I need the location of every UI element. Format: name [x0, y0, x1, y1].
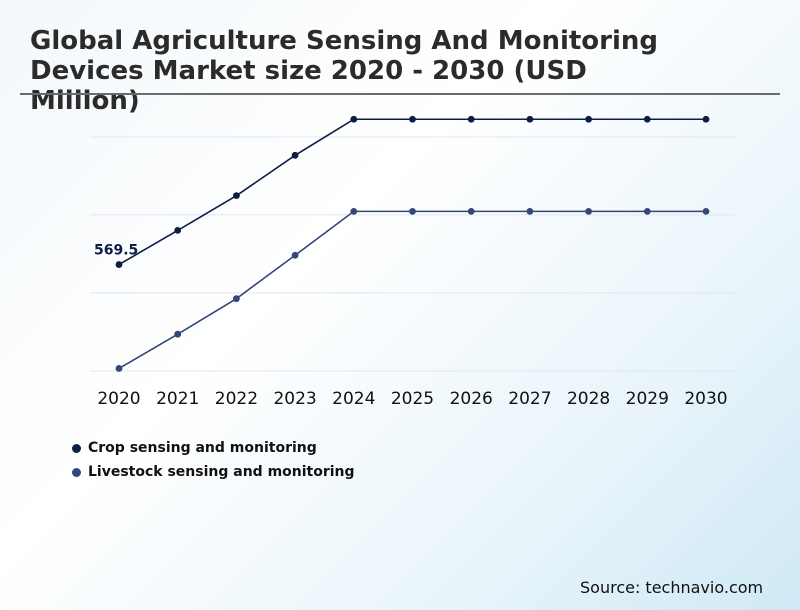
data-point-s1-2026[interactable]	[467, 207, 475, 215]
legend-dot-crop	[72, 443, 81, 453]
x-tick-2025: 2025	[391, 389, 434, 409]
legend-item-livestock[interactable]: Livestock sensing and monitoring	[72, 460, 355, 484]
x-tick-2030: 2030	[684, 389, 727, 409]
x-tick-2029: 2029	[626, 389, 669, 409]
data-point-s1-2029[interactable]	[643, 207, 651, 215]
data-point-s0-2030[interactable]	[702, 115, 710, 123]
data-point-s0-2028[interactable]	[585, 115, 592, 123]
data-point-s0-2020[interactable]	[115, 261, 123, 268]
data-point-s0-2026[interactable]	[467, 115, 475, 123]
data-point-s1-2028[interactable]	[585, 207, 592, 215]
legend: Crop sensing and monitoring Livestock se…	[72, 436, 355, 484]
data-label-0: 569.5	[94, 243, 138, 259]
data-point-s0-2024[interactable]	[350, 115, 358, 123]
source-credit: Source: technavio.com	[580, 578, 764, 597]
x-tick-2022: 2022	[215, 389, 258, 409]
data-point-s0-2023[interactable]	[291, 151, 299, 159]
legend-label-livestock: Livestock sensing and monitoring	[88, 464, 355, 480]
x-tick-2021: 2021	[156, 389, 199, 409]
title-divider	[20, 93, 780, 95]
series-line-0	[118, 118, 706, 266]
series-line-1	[118, 210, 706, 370]
chart-title: Global Agriculture Sensing And Monitorin…	[30, 26, 659, 116]
data-point-s1-2023[interactable]	[291, 251, 299, 259]
x-tick-2027: 2027	[508, 389, 551, 409]
data-point-s1-2025[interactable]	[409, 207, 416, 215]
x-tick-2026: 2026	[450, 389, 493, 409]
x-tick-2020: 2020	[97, 389, 140, 409]
data-point-s0-2022[interactable]	[233, 192, 240, 200]
legend-dot-livestock	[72, 467, 81, 477]
data-point-s1-2030[interactable]	[702, 207, 710, 215]
x-tick-2023: 2023	[273, 389, 316, 409]
data-point-s0-2027[interactable]	[526, 115, 534, 123]
legend-item-crop[interactable]: Crop sensing and monitoring	[72, 436, 355, 460]
legend-label-crop: Crop sensing and monitoring	[88, 440, 317, 456]
data-point-s1-2022[interactable]	[233, 295, 240, 303]
data-point-s1-2021[interactable]	[174, 330, 182, 338]
x-tick-2024: 2024	[332, 389, 375, 409]
data-point-s0-2025[interactable]	[409, 115, 416, 123]
data-point-s1-2020[interactable]	[115, 365, 123, 372]
data-point-s0-2029[interactable]	[643, 115, 651, 123]
x-tick-2028: 2028	[567, 389, 610, 409]
data-point-s1-2024[interactable]	[350, 207, 358, 215]
data-point-s0-2021[interactable]	[174, 227, 182, 234]
data-point-s1-2027[interactable]	[526, 207, 534, 215]
